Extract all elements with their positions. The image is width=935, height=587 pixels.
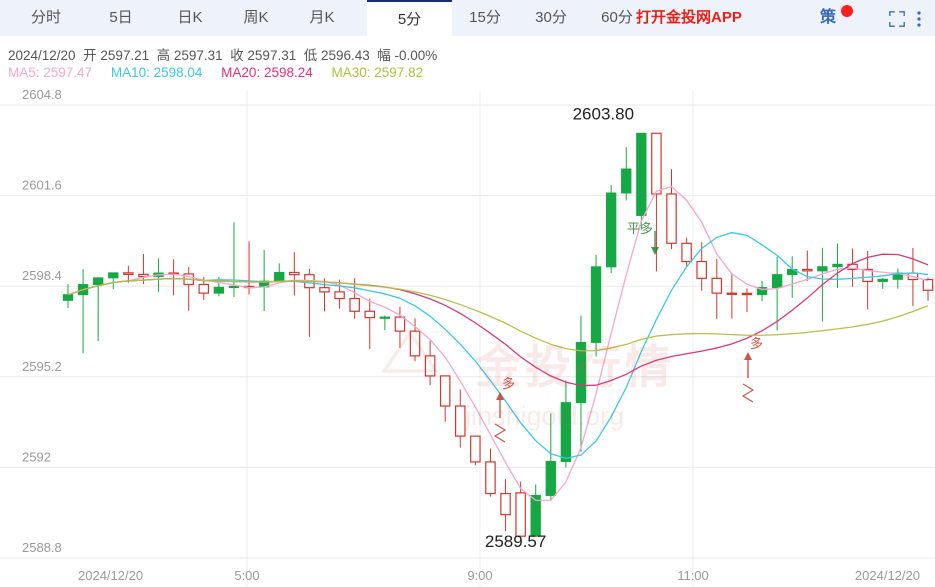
svg-text:2024/12/20: 2024/12/20 [78,568,143,583]
svg-text:金投行情: 金投行情 [474,341,675,393]
svg-text:2604.8: 2604.8 [22,90,62,102]
svg-text:9:00: 9:00 [467,568,492,583]
svg-text:2598.4: 2598.4 [22,268,62,283]
svg-text:2603.80: 2603.80 [573,104,634,123]
svg-text:平多: 平多 [627,221,653,236]
svg-text:2592: 2592 [22,449,51,464]
svg-text:5:00: 5:00 [234,568,259,583]
svg-text:多: 多 [750,336,763,351]
svg-text:2024/12/20: 2024/12/20 [855,568,920,583]
svg-text:2588.8: 2588.8 [22,540,62,555]
svg-text:jinshigold.org: jinshigold.org [464,401,624,431]
svg-text:11:00: 11:00 [677,568,709,583]
svg-text:2595.2: 2595.2 [22,359,62,374]
svg-text:2589.57: 2589.57 [485,532,546,551]
svg-text:2601.6: 2601.6 [22,178,62,193]
